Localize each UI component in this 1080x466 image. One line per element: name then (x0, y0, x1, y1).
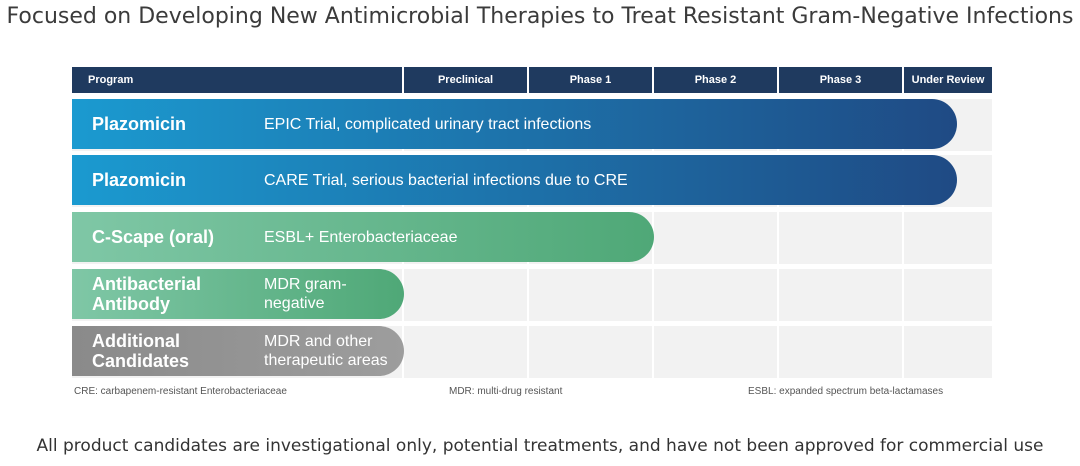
header-under-review: Under Review (904, 67, 992, 93)
footnote-cre: CRE: carbapenem-resistant Enterobacteria… (74, 386, 287, 397)
pipeline-row: Additional Candidates MDR and other thera… (72, 326, 992, 378)
grid-cell (404, 269, 527, 321)
program-name: Plazomicin (92, 170, 187, 190)
program-name: C-Scape (oral) (92, 227, 215, 247)
footnote-mdr: MDR: multi-drug resistant (449, 386, 563, 397)
pipeline-row: C-Scape (oral) ESBL+ Enterobacteriaceae (72, 212, 992, 264)
program-description: EPIC Trial, complicated urinary tract in… (264, 115, 592, 133)
grid-cell (779, 269, 902, 321)
grid-cell (404, 326, 527, 378)
progress-bar: Plazomicin EPIC Trial, complicated urinar… (72, 99, 957, 149)
header-phase-3: Phase 3 (779, 67, 902, 93)
header-preclinical: Preclinical (404, 67, 527, 93)
program-name: Antibacterial Antibody (92, 274, 202, 314)
header-phase-2: Phase 2 (654, 67, 777, 93)
program-description: CARE Trial, serious bacterial infections… (264, 171, 628, 189)
grid-cell (904, 212, 992, 264)
program-description: ESBL+ Enterobacteriaceae (264, 228, 458, 246)
progress-bar: Antibacterial Antibody MDR gram-negative (72, 269, 404, 319)
grid-cell (904, 269, 992, 321)
header-phase-1: Phase 1 (529, 67, 652, 93)
progress-bar: Additional Candidates MDR and other thera… (72, 326, 404, 376)
program-name: Plazomicin (92, 114, 187, 134)
progress-bar: C-Scape (oral) ESBL+ Enterobacteriaceae (72, 212, 654, 262)
grid-cell (529, 326, 652, 378)
grid-cell (654, 212, 777, 264)
grid-cell (654, 326, 777, 378)
grid-cell (654, 269, 777, 321)
disclaimer: All product candidates are investigation… (36, 436, 1044, 456)
footnote-esbl: ESBL: expanded spectrum beta-lactamases (748, 386, 944, 397)
page-title: Focused on Developing New Antimicrobial … (6, 4, 1074, 29)
pipeline-row: Plazomicin CARE Trial, serious bacterial … (72, 155, 992, 207)
program-name: Additional Candidates (92, 331, 190, 371)
grid-cell (779, 212, 902, 264)
grid-cell (529, 269, 652, 321)
grid-cell (904, 326, 992, 378)
program-description: MDR gram-negative (264, 276, 347, 312)
header-program: Program (72, 67, 402, 93)
pipeline-row: Plazomicin EPIC Trial, complicated urinar… (72, 99, 992, 151)
pipeline-row: Antibacterial Antibody MDR gram-negative (72, 269, 992, 321)
progress-bar: Plazomicin CARE Trial, serious bacterial … (72, 155, 957, 205)
grid-cell (779, 326, 902, 378)
program-description: MDR and other therapeutic areas (264, 333, 388, 369)
